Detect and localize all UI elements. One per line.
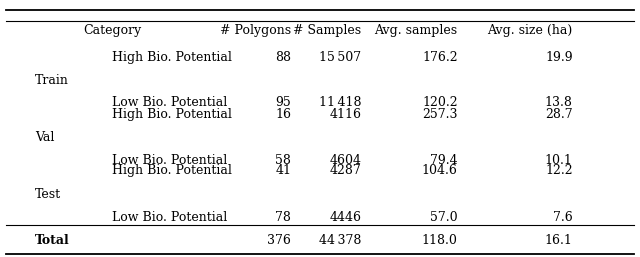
Text: Low Bio. Potential: Low Bio. Potential xyxy=(112,154,227,167)
Text: # Polygons: # Polygons xyxy=(220,24,291,37)
Text: 11 418: 11 418 xyxy=(319,96,362,109)
Text: Avg. size (ha): Avg. size (ha) xyxy=(488,24,573,37)
Text: 10.1: 10.1 xyxy=(545,154,573,167)
Text: 4287: 4287 xyxy=(330,164,362,177)
Text: 58: 58 xyxy=(275,154,291,167)
Text: Train: Train xyxy=(35,75,69,87)
Text: 19.9: 19.9 xyxy=(545,51,573,64)
Text: Val: Val xyxy=(35,131,54,144)
Text: Total: Total xyxy=(35,234,70,247)
Text: Category: Category xyxy=(83,24,141,37)
Text: 79.4: 79.4 xyxy=(430,154,458,167)
Text: 95: 95 xyxy=(275,96,291,109)
Text: 7.6: 7.6 xyxy=(553,211,573,224)
Text: 176.2: 176.2 xyxy=(422,51,458,64)
Text: 4604: 4604 xyxy=(330,154,362,167)
Text: Low Bio. Potential: Low Bio. Potential xyxy=(112,211,227,224)
Text: # Samples: # Samples xyxy=(294,24,362,37)
Text: 4116: 4116 xyxy=(330,108,362,121)
Text: Test: Test xyxy=(35,188,61,200)
Text: 44 378: 44 378 xyxy=(319,234,362,247)
Text: 376: 376 xyxy=(268,234,291,247)
Text: 28.7: 28.7 xyxy=(545,108,573,121)
Text: 88: 88 xyxy=(275,51,291,64)
Text: 104.6: 104.6 xyxy=(422,164,458,177)
Text: High Bio. Potential: High Bio. Potential xyxy=(112,108,232,121)
Text: 16: 16 xyxy=(275,108,291,121)
Text: 41: 41 xyxy=(275,164,291,177)
Text: 13.8: 13.8 xyxy=(545,96,573,109)
Text: 257.3: 257.3 xyxy=(422,108,458,121)
Text: High Bio. Potential: High Bio. Potential xyxy=(112,51,232,64)
Text: 118.0: 118.0 xyxy=(422,234,458,247)
Text: High Bio. Potential: High Bio. Potential xyxy=(112,164,232,177)
Text: 120.2: 120.2 xyxy=(422,96,458,109)
Text: Avg. samples: Avg. samples xyxy=(374,24,458,37)
Text: 78: 78 xyxy=(275,211,291,224)
Text: 4446: 4446 xyxy=(330,211,362,224)
Text: 16.1: 16.1 xyxy=(545,234,573,247)
Text: 15 507: 15 507 xyxy=(319,51,362,64)
Text: 12.2: 12.2 xyxy=(545,164,573,177)
Text: Low Bio. Potential: Low Bio. Potential xyxy=(112,96,227,109)
Text: 57.0: 57.0 xyxy=(430,211,458,224)
